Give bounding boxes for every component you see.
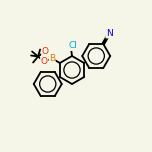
Text: N: N — [106, 29, 113, 38]
Text: O: O — [42, 47, 49, 56]
Text: B: B — [49, 54, 55, 63]
Text: Cl: Cl — [69, 41, 77, 50]
Text: O: O — [41, 57, 48, 66]
